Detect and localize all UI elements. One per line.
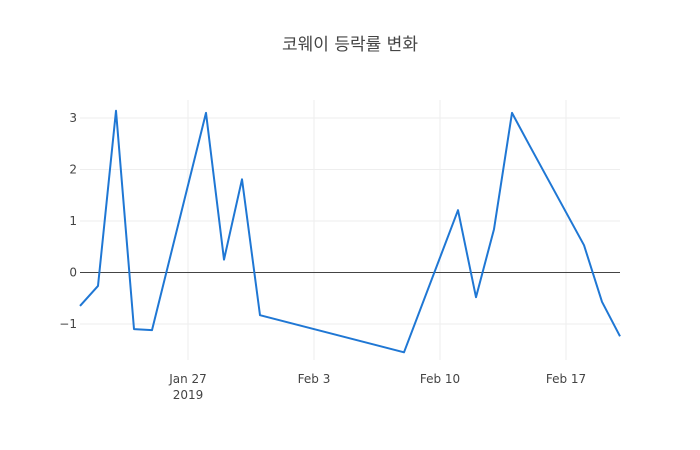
chart-title: 코웨이 등락률 변화 <box>282 35 418 55</box>
y-tick-label: −1 <box>59 317 77 331</box>
x-tick-label: Jan 27 <box>168 372 207 386</box>
y-gridlines <box>80 117 620 325</box>
y-tick-label: 3 <box>69 111 77 125</box>
x-tick-label: Feb 3 <box>298 372 331 386</box>
y-axis-ticks: −1 0 1 2 3 <box>59 111 77 331</box>
x-tick-sublabel: 2019 <box>173 388 204 402</box>
series-line <box>79 109 621 354</box>
x-axis-ticks: Jan 27 2019 Feb 3 Feb 10 Feb 17 <box>168 372 586 402</box>
x-tick-label: Feb 17 <box>546 372 586 386</box>
y-tick-label: 0 <box>69 265 77 279</box>
x-tick-label: Feb 10 <box>420 372 460 386</box>
y-tick-label: 1 <box>69 214 77 228</box>
x-gridlines <box>187 100 567 360</box>
y-tick-label: 2 <box>69 163 77 177</box>
series-group <box>79 109 621 354</box>
